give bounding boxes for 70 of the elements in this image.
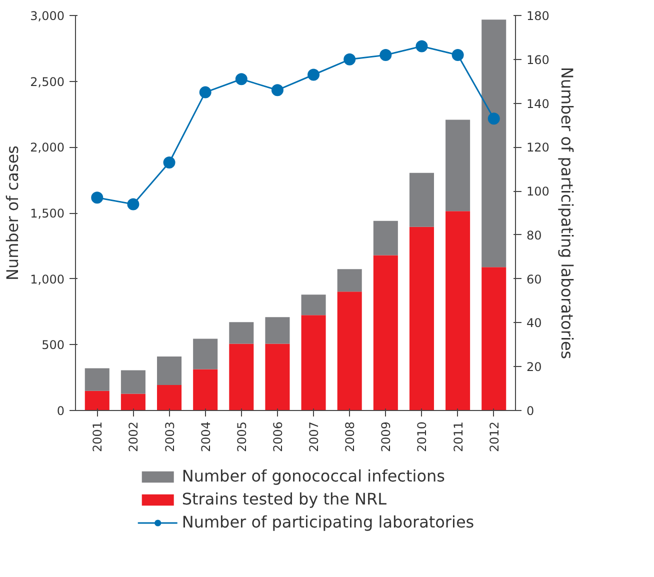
y-tick-label: 2,000 (30, 140, 65, 155)
point (380, 49, 392, 61)
y-tick-label: 500 (42, 338, 64, 352)
x-tick-label: 2012 (487, 421, 502, 452)
point (344, 53, 356, 66)
x-tick-label: 2005 (234, 421, 249, 452)
x-tick-label: 2008 (343, 421, 358, 452)
bar (120, 394, 146, 410)
bar (157, 384, 182, 410)
point (127, 198, 140, 210)
point (163, 156, 176, 169)
bar (193, 369, 218, 410)
bar (265, 344, 290, 410)
y-tick-label: 2,500 (30, 74, 65, 89)
bar (446, 211, 470, 410)
bar (337, 269, 362, 292)
y-tick-label: 1,000 (30, 272, 65, 286)
x-tick-label: 2010 (415, 421, 430, 452)
legend-label: Number of gonococcal infections (182, 466, 445, 486)
point (199, 86, 212, 98)
bar (446, 120, 470, 212)
x-tick-label: 2003 (162, 421, 177, 452)
x-tick-label: 2006 (270, 421, 285, 452)
x-tick-label: 2009 (379, 421, 394, 452)
point (271, 84, 284, 96)
bar (157, 356, 182, 385)
point (488, 112, 500, 125)
x-tick-label: 2001 (90, 421, 105, 452)
y-axis-title: Number of cases (3, 146, 22, 280)
point (235, 73, 248, 86)
bar (265, 317, 290, 344)
y2-tick-label: 120 (526, 140, 550, 155)
bar (120, 370, 146, 394)
y2-tick-label: 180 (526, 9, 550, 23)
y-tick-label: 3,000 (30, 9, 65, 23)
bar (229, 344, 254, 410)
bar (409, 226, 434, 410)
bar (482, 20, 506, 268)
y2-tick-label: 40 (526, 316, 542, 330)
y-tick-label: 0 (56, 404, 65, 418)
y2-tick-label: 160 (526, 52, 550, 67)
x-tick-label: 2007 (307, 421, 322, 452)
y2-tick-label: 60 (526, 272, 542, 286)
bar (84, 390, 110, 410)
legend-label: Strains tested by the NRL (182, 490, 387, 508)
bar (301, 315, 326, 410)
y2-tick-label: 20 (526, 360, 542, 374)
legend-label: Number of participating laboratories (182, 512, 474, 532)
point (452, 49, 464, 61)
point (308, 68, 320, 81)
point (91, 192, 104, 204)
bar (482, 267, 506, 410)
y2-tick-label: 100 (526, 184, 550, 199)
bar (229, 322, 254, 344)
y-tick-label: 1,500 (30, 206, 65, 220)
bar (301, 294, 326, 316)
bar (373, 255, 398, 410)
bar (337, 292, 362, 410)
y2-tick-label: 140 (526, 96, 550, 111)
bar (193, 338, 218, 370)
y2-tick-label: 80 (526, 228, 542, 242)
y2-axis-title: Number of participating laboratories (557, 66, 576, 360)
bar (409, 172, 434, 227)
bar (373, 220, 398, 256)
x-tick-label: 2004 (198, 421, 213, 452)
point (416, 40, 428, 52)
bar (84, 368, 110, 391)
x-tick-label: 2011 (451, 421, 466, 452)
x-tick-label: 2002 (126, 421, 141, 452)
y2-tick-label: 0 (526, 404, 534, 418)
